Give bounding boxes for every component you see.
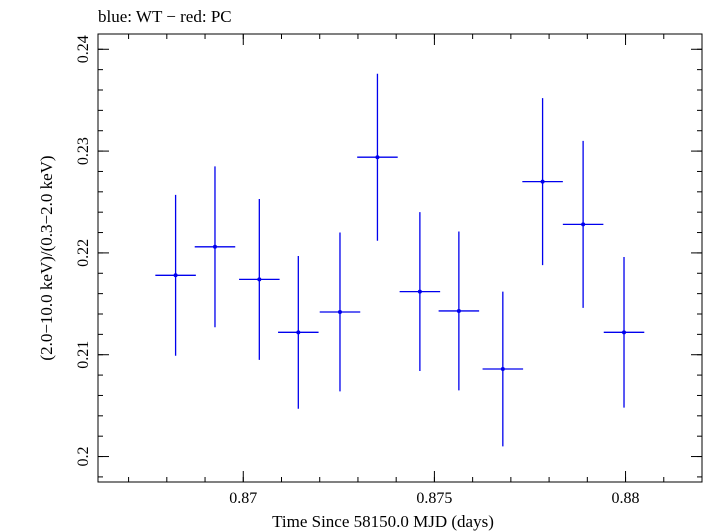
plot-frame [97, 33, 703, 483]
point-marker [540, 179, 545, 184]
x-tick-label: 0.875 [416, 490, 452, 507]
point-marker [337, 309, 342, 314]
point-marker [456, 308, 461, 313]
data-point [194, 166, 236, 328]
y-tick-label: 0.21 [75, 341, 92, 369]
point-marker [581, 222, 586, 227]
data-point [438, 231, 480, 391]
y-tick-label: 0.23 [75, 137, 92, 165]
point-marker [622, 330, 627, 335]
y-tick-label: 0.24 [75, 35, 92, 63]
data-point [278, 255, 319, 409]
point-marker [173, 273, 178, 278]
point-marker [257, 277, 262, 282]
x-tick-label: 0.88 [612, 490, 640, 507]
data-point [399, 212, 441, 372]
y-tick-label: 0.2 [75, 447, 92, 467]
y-tick-label: 0.22 [75, 239, 92, 267]
data-point [239, 198, 280, 360]
point-marker [500, 366, 505, 371]
x-tick-label: 0.87 [229, 490, 257, 507]
point-marker [375, 155, 380, 160]
point-marker [417, 289, 422, 294]
data-points [155, 73, 645, 447]
x-axis-label: Time Since 58150.0 MJD (days) [272, 512, 494, 531]
data-point [357, 73, 398, 241]
data-point [482, 291, 524, 447]
data-point [562, 140, 604, 308]
data-point [522, 98, 563, 266]
data-point [603, 256, 645, 408]
data-point [155, 194, 196, 356]
data-point [319, 232, 361, 392]
point-marker [212, 244, 217, 249]
chart-title: blue: WT − red: PC [98, 7, 232, 26]
point-marker [296, 330, 301, 335]
y-axis-label: (2.0−10.0 keV)/(0.3−2.0 keV) [37, 155, 56, 360]
axis-ticks: 0.87 0.875 0.88 0.2 0.21 0.22 0.23 0.24 [75, 34, 703, 507]
